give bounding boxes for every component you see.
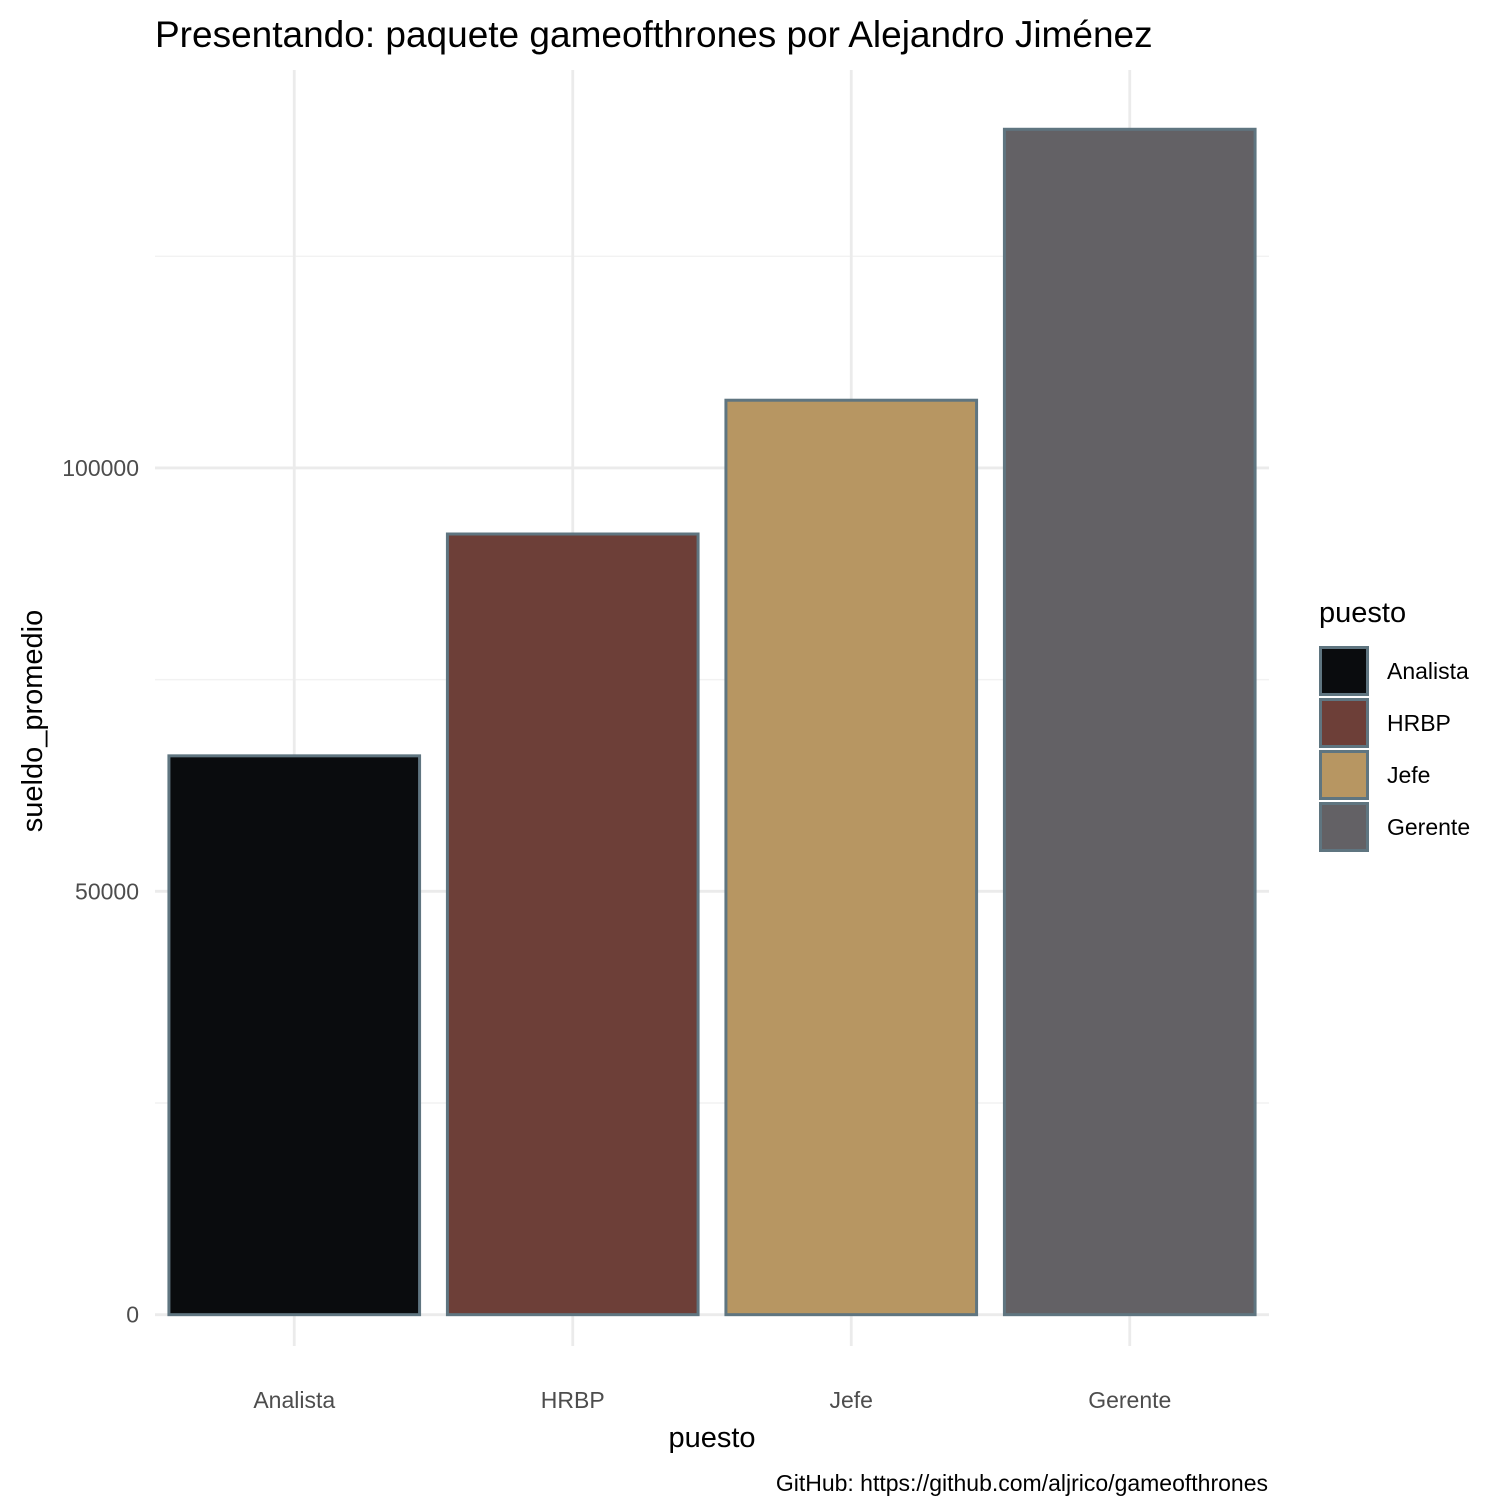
chart-caption: GitHub: https://github.com/aljrico/gameo…	[776, 1470, 1268, 1496]
legend-label: Analista	[1387, 658, 1469, 684]
legend-swatch	[1319, 750, 1369, 800]
legend-label: Jefe	[1387, 762, 1430, 788]
x-tick-label: HRBP	[541, 1387, 605, 1413]
legend-label: HRBP	[1387, 710, 1451, 736]
bars	[167, 127, 1257, 1317]
y-axis-ticks: 0 50000 100000	[62, 455, 139, 1328]
legend-title: puesto	[1319, 597, 1406, 629]
legend: puesto Analista HRBP Jefe Gerente	[1319, 597, 1470, 852]
bar-hrbp	[445, 532, 700, 1317]
legend-label: Gerente	[1387, 814, 1470, 840]
y-tick-label: 50000	[75, 878, 139, 904]
legend-swatch	[1319, 698, 1369, 748]
y-axis-title: sueldo_promedio	[17, 610, 49, 832]
y-tick-label: 0	[126, 1302, 139, 1328]
bar-jefe	[724, 398, 979, 1317]
x-tick-label: Jefe	[830, 1387, 873, 1413]
x-axis-title: puesto	[668, 1422, 755, 1454]
chart-title: Presentando: paquete gameofthrones por A…	[155, 14, 1153, 55]
x-tick-label: Analista	[253, 1387, 335, 1413]
x-tick-label: Gerente	[1088, 1387, 1171, 1413]
bar-analista	[167, 754, 422, 1317]
x-axis-ticks: Analista HRBP Jefe Gerente	[253, 1387, 1171, 1413]
bar-gerente	[1002, 127, 1257, 1317]
legend-swatch	[1319, 646, 1369, 696]
y-tick-label: 100000	[62, 455, 139, 481]
legend-swatch	[1319, 802, 1369, 852]
